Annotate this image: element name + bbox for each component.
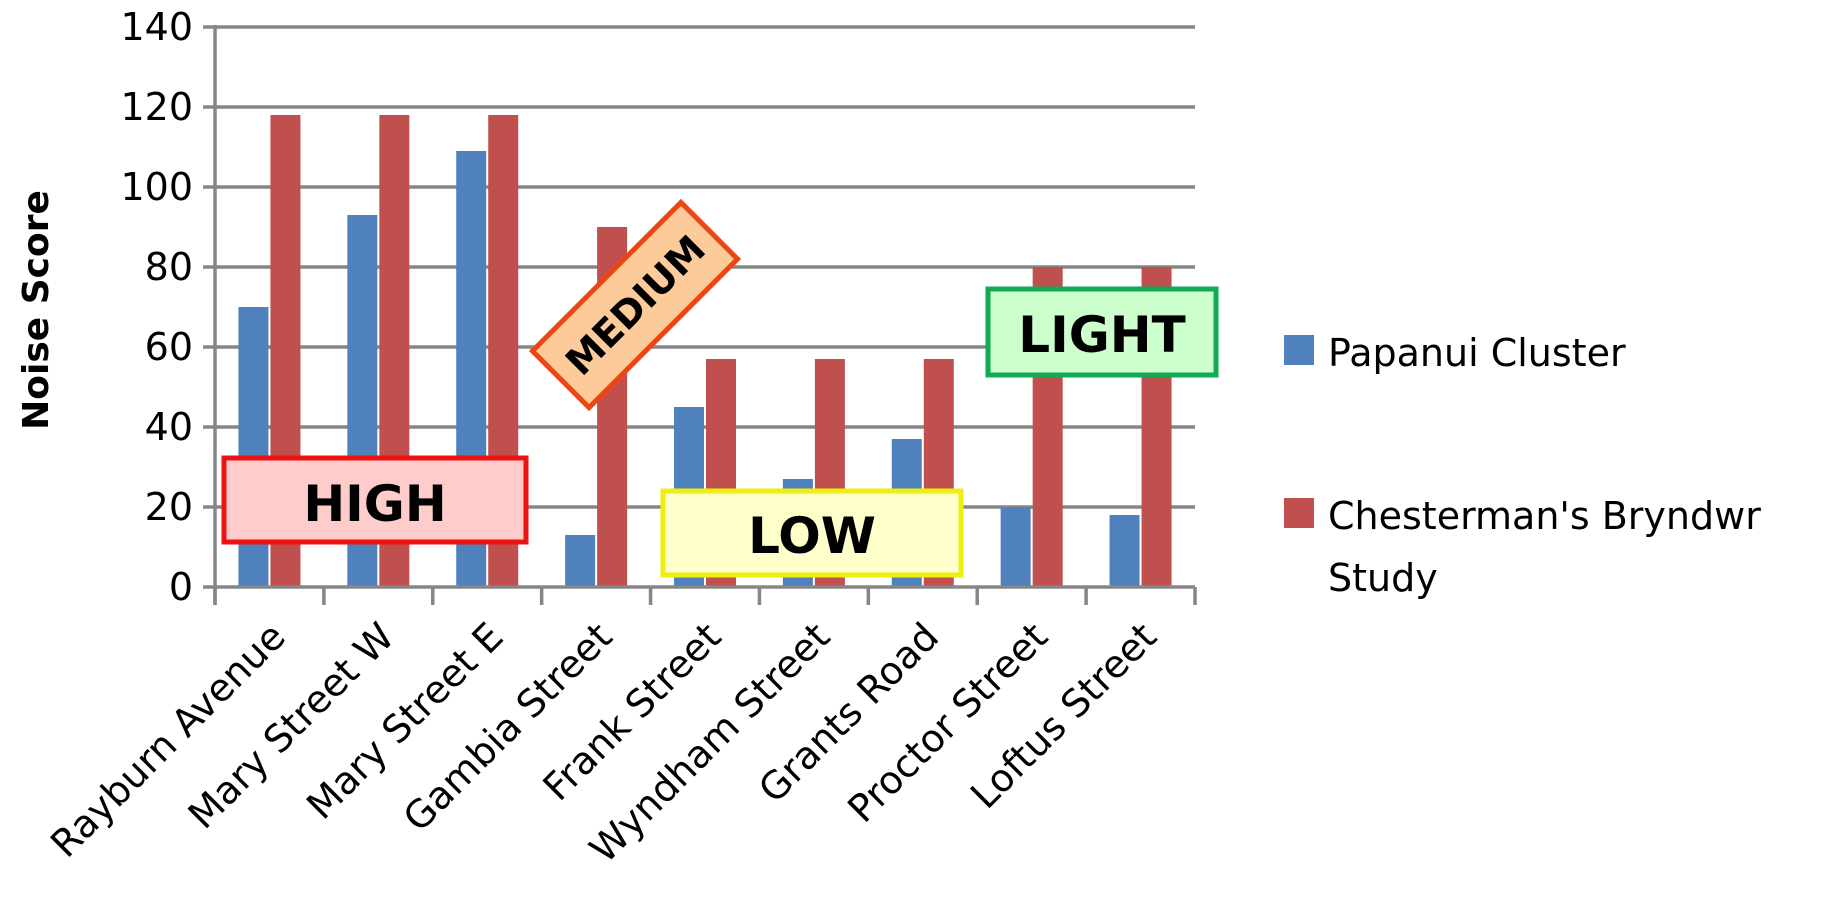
y-tick-label: 0: [169, 565, 193, 609]
y-tick-label: 40: [145, 405, 193, 449]
legend-label: Papanui Cluster: [1328, 331, 1626, 375]
zone-box: [528, 198, 742, 412]
y-tick-label: 20: [145, 485, 193, 529]
bar-papanui: [238, 307, 269, 587]
y-tick-label: 80: [145, 245, 193, 289]
y-tick-label: 120: [120, 85, 193, 129]
axes: [203, 25, 1197, 605]
legend: Papanui Cluster Chesterman's Bryndwr Study: [1284, 331, 1761, 600]
x-tick-label: Mary Street E: [298, 614, 511, 827]
zone-label: LIGHT: [1018, 306, 1185, 364]
zone-box: [660, 488, 964, 578]
legend-label: Chesterman's Bryndwr Study: [1328, 494, 1761, 600]
zone-low: LOW: [660, 488, 964, 578]
zone-light: LIGHT: [985, 286, 1219, 378]
zone-box: [221, 455, 529, 545]
zone-label: HIGH: [303, 475, 446, 533]
zone-high: HIGH: [221, 455, 529, 545]
zone-box: [985, 286, 1219, 378]
legend-swatch: [1284, 335, 1314, 365]
bar-papanui: [565, 535, 596, 587]
y-tick-label: 60: [145, 325, 193, 369]
y-tick-label: 100: [120, 165, 193, 209]
bar-papanui: [1109, 515, 1140, 587]
y-axis-label: Noise Score: [16, 190, 57, 430]
x-tick-label: Loftus Street: [962, 614, 1165, 817]
bar-papanui: [1000, 507, 1031, 587]
y-tick-label: 140: [120, 5, 193, 49]
x-tick-label: Proctor Street: [839, 614, 1056, 831]
gridlines: [215, 25, 1195, 509]
zone-label: LOW: [748, 507, 876, 565]
legend-swatch: [1284, 498, 1314, 528]
